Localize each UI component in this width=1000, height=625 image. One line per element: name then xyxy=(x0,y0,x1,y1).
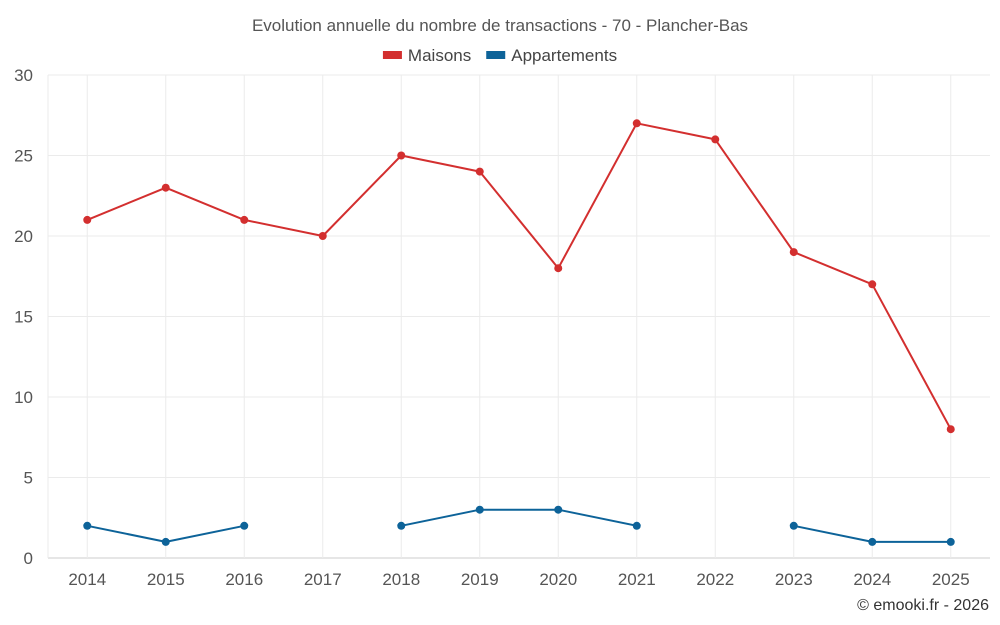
y-tick-label: 5 xyxy=(24,469,33,488)
data-point xyxy=(161,183,170,192)
data-point xyxy=(946,425,955,434)
data-point xyxy=(240,215,249,224)
legend: Maisons Appartements xyxy=(382,46,617,65)
data-point xyxy=(711,135,720,144)
x-tick-label: 2015 xyxy=(147,570,185,589)
y-tick-label: 20 xyxy=(14,227,33,246)
y-tick-label: 10 xyxy=(14,388,33,407)
legend-label: Appartements xyxy=(511,46,617,65)
x-tick-label: 2019 xyxy=(461,570,499,589)
legend-item: Maisons xyxy=(382,46,471,65)
y-tick-label: 15 xyxy=(14,308,33,327)
x-axis-ticks: 2014 2015 2016 2017 2018 2019 2020 2021 2022 2023… xyxy=(68,570,969,589)
chart-title: Evolution annuelle du nombre de transact… xyxy=(252,16,748,35)
x-tick-label: 2024 xyxy=(853,570,891,589)
x-gridlines xyxy=(47,75,952,558)
data-point xyxy=(397,151,406,160)
data-point xyxy=(632,521,641,530)
data-point xyxy=(868,537,877,546)
x-tick-label: 2023 xyxy=(775,570,813,589)
x-tick-label: 2022 xyxy=(696,570,734,589)
x-tick-label: 2014 xyxy=(68,570,106,589)
data-point xyxy=(83,215,92,224)
x-tick-label: 2016 xyxy=(225,570,263,589)
series-layer xyxy=(83,119,955,546)
data-point xyxy=(632,119,641,128)
data-point xyxy=(240,521,249,530)
x-tick-label: 2018 xyxy=(382,570,420,589)
x-tick-label: 2021 xyxy=(618,570,656,589)
data-point xyxy=(868,280,877,289)
data-point xyxy=(554,505,563,514)
y-tick-label: 0 xyxy=(24,549,33,568)
y-gridlines xyxy=(48,74,990,559)
data-point xyxy=(161,537,170,546)
data-point xyxy=(554,264,563,273)
y-tick-label: 25 xyxy=(14,147,33,166)
legend-swatch xyxy=(382,51,402,59)
y-tick-label: 30 xyxy=(14,66,33,85)
data-point xyxy=(475,505,484,514)
data-point xyxy=(83,521,92,530)
legend-swatch xyxy=(486,51,506,59)
x-tick-label: 2017 xyxy=(304,570,342,589)
legend-item: Appartements xyxy=(486,46,617,65)
series-line xyxy=(86,122,952,430)
credit-text: © emooki.fr - 2026 xyxy=(857,597,989,614)
data-point xyxy=(946,537,955,546)
y-axis-ticks: 0 5 10 15 20 25 30 xyxy=(14,66,33,568)
data-point xyxy=(475,167,484,176)
series-appartements xyxy=(83,505,955,546)
x-tick-label: 2020 xyxy=(539,570,577,589)
data-point xyxy=(397,521,406,530)
data-point xyxy=(789,521,798,530)
series-line xyxy=(401,508,637,527)
series-maisons xyxy=(83,119,955,434)
x-tick-label: 2025 xyxy=(932,570,970,589)
legend-label: Maisons xyxy=(408,46,471,65)
data-point xyxy=(789,248,798,257)
data-point xyxy=(318,232,327,240)
